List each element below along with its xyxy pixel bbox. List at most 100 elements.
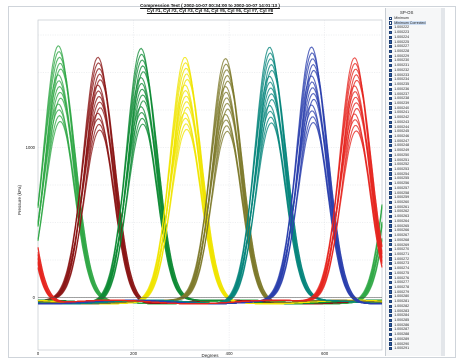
legend-checkbox[interactable] (389, 285, 393, 289)
legend-item[interactable]: 1.000279 (386, 290, 445, 295)
legend-item[interactable]: 1.000267 (386, 233, 445, 238)
legend-checkbox[interactable] (389, 328, 393, 332)
legend-item[interactable]: 1.000229 (386, 54, 445, 59)
legend-list[interactable]: Minimum Minimum Corrected 1.000222 1.000223… (386, 16, 445, 351)
legend-checkbox[interactable] (389, 40, 393, 44)
legend-item[interactable]: 1.000271 (386, 252, 445, 257)
legend-item[interactable]: 1.000232 (386, 68, 445, 73)
legend-checkbox[interactable] (389, 111, 393, 115)
legend-item[interactable]: 1.000270 (386, 247, 445, 252)
legend-checkbox[interactable] (389, 243, 393, 247)
legend-item[interactable]: 1.000222 (386, 25, 445, 30)
legend-item[interactable]: 1.000248 (386, 143, 445, 148)
legend-item[interactable]: Minimum Corrected (386, 20, 445, 26)
legend-checkbox[interactable] (389, 16, 393, 20)
legend-item[interactable]: 1.000246 (386, 134, 445, 139)
legend-checkbox[interactable] (389, 210, 393, 214)
legend-checkbox[interactable] (389, 257, 393, 261)
legend-checkbox[interactable] (389, 224, 393, 228)
legend-checkbox[interactable] (389, 120, 393, 124)
legend-item[interactable]: 1.000285 (386, 318, 445, 323)
legend-checkbox[interactable] (389, 276, 393, 280)
legend-item[interactable]: 1.000247 (386, 139, 445, 144)
legend-checkbox[interactable] (389, 172, 393, 176)
legend-item[interactable]: 1.000283 (386, 309, 445, 314)
legend-item[interactable]: 1.000290 (386, 342, 445, 347)
legend-item[interactable]: 1.000269 (386, 243, 445, 248)
legend-checkbox[interactable] (389, 45, 393, 49)
legend-item[interactable]: 1.000241 (386, 110, 445, 115)
legend-checkbox[interactable] (389, 299, 393, 304)
legend-item[interactable]: 1.000237 (386, 92, 445, 97)
legend-checkbox[interactable] (389, 139, 393, 143)
legend-checkbox[interactable] (389, 337, 393, 341)
legend-item[interactable]: 1.000291 (386, 346, 445, 351)
legend-item[interactable]: 1.000289 (386, 337, 445, 342)
legend-item[interactable]: 1.000259 (386, 195, 445, 200)
legend-item[interactable]: 1.000265 (386, 224, 445, 229)
legend-item[interactable]: 1.000234 (386, 77, 445, 82)
legend-checkbox[interactable] (389, 21, 393, 25)
legend-checkbox[interactable] (389, 144, 393, 148)
legend-checkbox[interactable] (389, 229, 393, 233)
legend-checkbox[interactable] (389, 191, 393, 195)
legend-checkbox[interactable] (389, 54, 393, 58)
legend-checkbox[interactable] (389, 96, 393, 101)
legend-checkbox[interactable] (389, 26, 393, 30)
legend-checkbox[interactable] (389, 205, 393, 209)
legend-item[interactable]: 1.000273 (386, 261, 445, 266)
legend-checkbox[interactable] (389, 309, 393, 313)
legend-checkbox[interactable] (389, 314, 393, 318)
legend-checkbox[interactable] (389, 186, 393, 190)
legend-item[interactable]: 1.000227 (386, 44, 445, 49)
legend-item[interactable]: 1.000275 (386, 271, 445, 276)
legend-item[interactable]: 1.000278 (386, 285, 445, 290)
legend-checkbox[interactable] (389, 181, 393, 186)
legend-checkbox[interactable] (389, 281, 393, 285)
legend-checkbox[interactable] (389, 148, 393, 153)
legend-checkbox[interactable] (389, 153, 393, 157)
legend-checkbox[interactable] (389, 92, 393, 96)
legend-checkbox[interactable] (389, 252, 393, 256)
legend-item[interactable]: 1.000263 (386, 214, 445, 219)
legend-checkbox[interactable] (389, 106, 393, 110)
legend-item[interactable]: 1.000287 (386, 327, 445, 332)
legend-checkbox[interactable] (389, 82, 393, 87)
legend-checkbox[interactable] (389, 342, 393, 346)
legend-item[interactable]: 1.000255 (386, 176, 445, 181)
legend-item[interactable]: 1.000253 (386, 167, 445, 172)
legend-checkbox[interactable] (389, 323, 393, 327)
legend-checkbox[interactable] (389, 214, 393, 219)
legend-item[interactable]: 1.000238 (386, 96, 445, 101)
legend-checkbox[interactable] (389, 87, 393, 91)
legend-item[interactable]: 1.000252 (386, 162, 445, 167)
legend-item[interactable]: Minimum (386, 16, 445, 21)
legend-checkbox[interactable] (389, 238, 393, 242)
legend-item[interactable]: 1.000231 (386, 63, 445, 68)
legend-checkbox[interactable] (389, 59, 393, 63)
legend-checkbox[interactable] (389, 332, 393, 337)
legend-checkbox[interactable] (389, 158, 393, 162)
legend-item[interactable]: 1.000249 (386, 148, 445, 153)
legend-item[interactable]: 1.000256 (386, 181, 445, 186)
legend-checkbox[interactable] (389, 101, 393, 105)
legend-item[interactable]: 1.000276 (386, 276, 445, 281)
legend-item[interactable]: 1.000280 (386, 294, 445, 299)
legend-item[interactable]: 1.000228 (386, 49, 445, 54)
legend-item[interactable]: 1.000254 (386, 172, 445, 177)
legend-item[interactable]: 1.000223 (386, 30, 445, 35)
legend-checkbox[interactable] (389, 68, 393, 72)
legend-item[interactable]: 1.000268 (386, 238, 445, 243)
legend-item[interactable]: 1.000242 (386, 115, 445, 120)
legend-item[interactable]: 1.000262 (386, 209, 445, 214)
legend-checkbox[interactable] (389, 318, 393, 322)
legend-checkbox[interactable] (389, 73, 393, 77)
legend-checkbox[interactable] (389, 295, 393, 299)
legend-checkbox[interactable] (389, 78, 393, 82)
legend-panel[interactable]: SP-OS Minimum Minimum Corrected 1.000222 1.… (385, 8, 445, 356)
legend-item[interactable]: 1.000257 (386, 186, 445, 191)
legend-checkbox[interactable] (389, 125, 393, 129)
legend-item[interactable]: 1.000261 (386, 205, 445, 210)
legend-checkbox[interactable] (389, 266, 393, 271)
legend-checkbox[interactable] (389, 163, 393, 167)
